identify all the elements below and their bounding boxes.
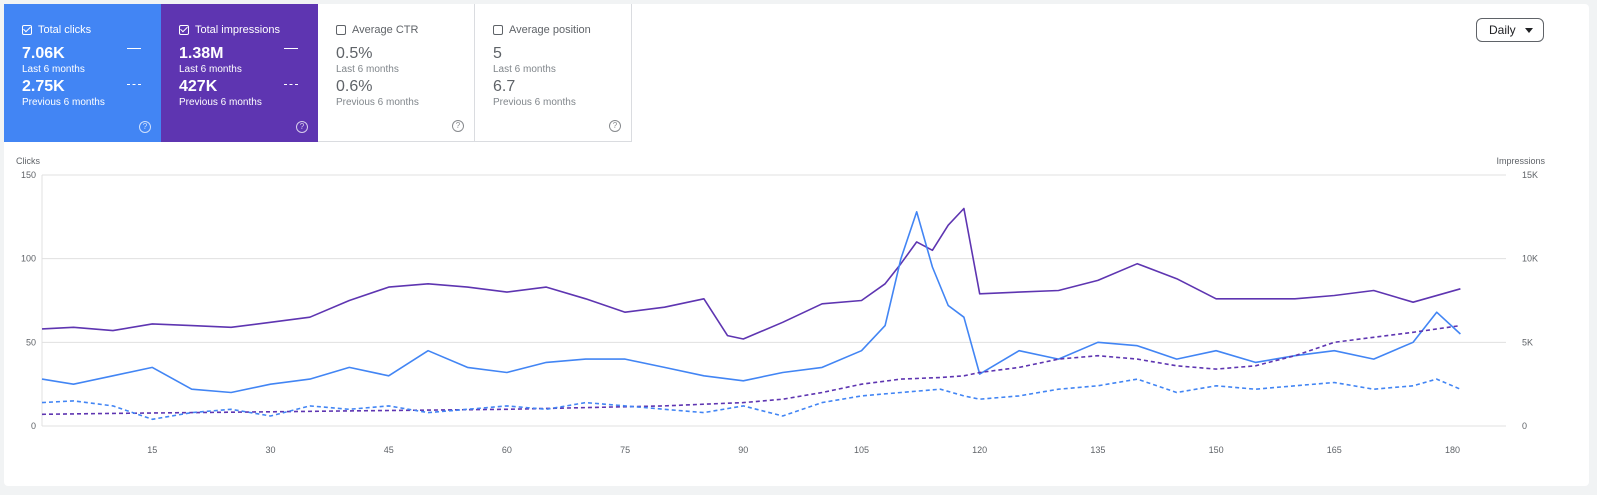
right-tick-label: 5K [1522,337,1533,347]
right-tick-label: 15K [1522,170,1538,180]
x-tick-label: 150 [1209,445,1224,455]
right-tick-label: 0 [1522,421,1527,431]
impressions-dashed-line [41,324,1461,416]
card-title: Average position [509,24,591,36]
current-value: 5 [493,45,502,62]
card-title: Total clicks [38,24,92,36]
impressions-solid-line [41,207,1461,340]
previous-label: Previous 6 months [179,97,262,108]
average-position-card[interactable]: Average position 5 Last 6 months 6.7 Pre… [475,4,632,142]
x-tick-label: 135 [1090,445,1105,455]
dashed-line-legend-icon [127,84,141,85]
checkbox-checked-icon[interactable] [179,25,189,35]
grid-lines [41,174,1506,427]
caret-down-icon [1525,28,1533,33]
dashed-line-legend-icon [284,84,298,85]
x-tick-label: 105 [854,445,869,455]
previous-label: Previous 6 months [336,97,419,108]
left-tick-label: 150 [21,170,36,180]
x-tick-label: 30 [266,445,276,455]
previous-label: Previous 6 months [493,97,576,108]
help-icon[interactable]: ? [296,121,308,133]
solid-line-legend-icon [284,48,298,49]
x-tick-label: 90 [738,445,748,455]
current-value: 0.5% [336,45,373,62]
help-icon[interactable]: ? [452,120,464,132]
checkbox-unchecked-icon[interactable] [493,25,503,35]
x-tick-label: 180 [1445,445,1460,455]
x-tick-label: 165 [1327,445,1342,455]
right-axis-title: Impressions [1496,156,1545,166]
current-label: Last 6 months [493,64,556,75]
card-title: Total impressions [195,24,280,36]
previous-value: 6.7 [493,78,516,95]
current-value: 1.38M [179,45,224,62]
previous-value: 0.6% [336,78,373,95]
average-ctr-card[interactable]: Average CTR 0.5% Last 6 months 0.6% Prev… [318,4,475,142]
left-tick-label: 0 [31,421,36,431]
metric-cards: Total clicks 7.06K Last 6 months 2.75K P… [4,4,632,142]
checkbox-unchecked-icon[interactable] [336,25,346,35]
current-label: Last 6 months [336,64,399,75]
total-impressions-card[interactable]: Total impressions 1.38M Last 6 months 42… [161,4,318,142]
previous-value: 427K [179,78,218,95]
clicks-solid-line [41,211,1461,394]
x-tick-label: 15 [147,445,157,455]
card-title: Average CTR [352,24,419,36]
total-clicks-card[interactable]: Total clicks 7.06K Last 6 months 2.75K P… [4,4,161,142]
axis-ticks: 0 0 50 5K 100 10K 150 15K 15 30 45 60 75 90 105 120 135 1… [21,170,1538,455]
x-tick-label: 45 [384,445,394,455]
current-label: Last 6 months [22,64,85,75]
previous-label: Previous 6 months [22,97,105,108]
series-lines [41,207,1461,421]
left-tick-label: 50 [26,337,36,347]
x-tick-label: 120 [972,445,987,455]
x-tick-label: 60 [502,445,512,455]
current-label: Last 6 months [179,64,242,75]
clicks-dashed-line [41,378,1461,421]
performance-panel: Total clicks 7.06K Last 6 months 2.75K P… [4,4,1589,486]
performance-chart: Clicks Impressions 0 0 50 5K 100 10K 150 15K 15 3… [16,156,1546,455]
help-icon[interactable]: ? [609,120,621,132]
left-axis-title: Clicks [16,156,40,166]
previous-value: 2.75K [22,78,65,95]
solid-line-legend-icon [127,48,141,49]
current-value: 7.06K [22,45,65,62]
granularity-value: Daily [1489,23,1516,37]
right-tick-label: 10K [1522,254,1538,264]
granularity-dropdown[interactable]: Daily [1476,18,1544,42]
checkbox-checked-icon[interactable] [22,25,32,35]
x-tick-label: 75 [620,445,630,455]
help-icon[interactable]: ? [139,121,151,133]
left-tick-label: 100 [21,254,36,264]
